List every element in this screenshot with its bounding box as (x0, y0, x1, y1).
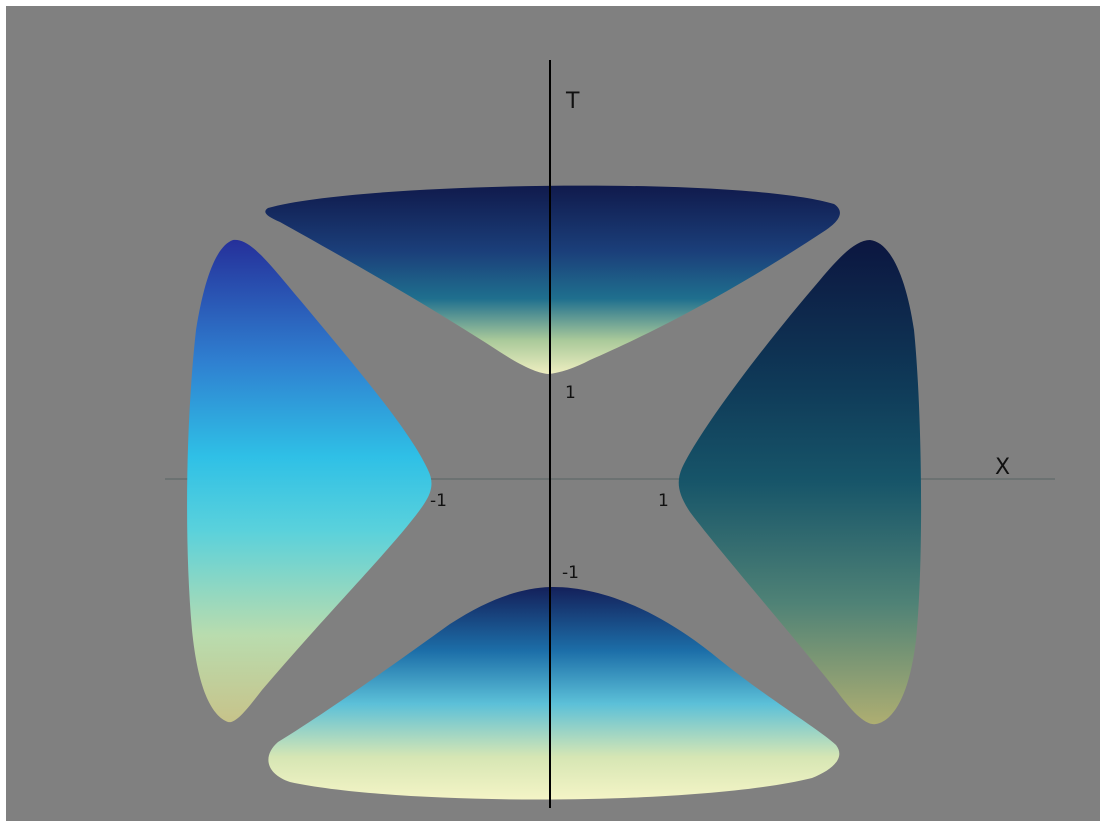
x-axis-label: X (995, 455, 1010, 480)
t-axis-label: T (565, 89, 580, 114)
tick-t-positive: 1 (565, 383, 576, 403)
top-sheet (265, 185, 840, 374)
tick-x-negative: -1 (430, 491, 447, 511)
bottom-sheet (268, 586, 840, 800)
right-sheet (678, 240, 922, 725)
tick-t-negative: -1 (562, 563, 579, 583)
tick-x-positive: 1 (658, 491, 669, 511)
left-sheet (187, 239, 432, 723)
diagram-frame: T X 1 -1 -1 1 (6, 6, 1100, 821)
hyperboloid-diagram: T X 1 -1 -1 1 (165, 60, 1055, 808)
